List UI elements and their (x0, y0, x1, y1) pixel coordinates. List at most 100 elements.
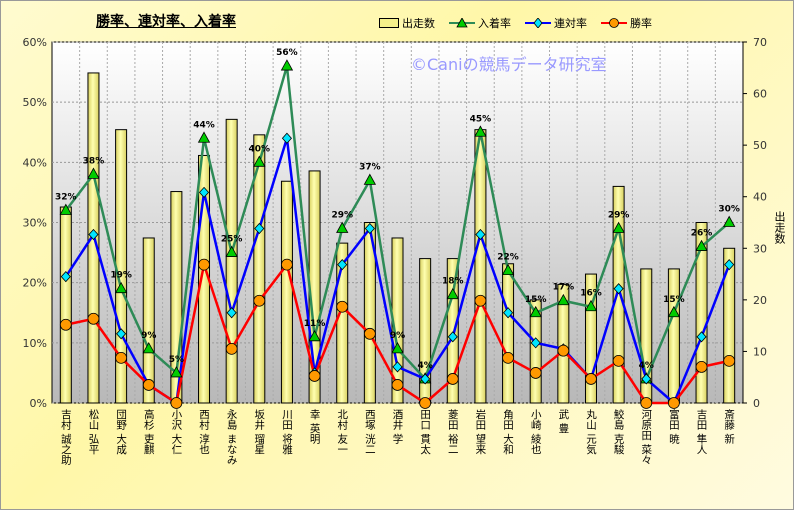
marker-win-rate (87, 312, 100, 325)
marker-win-rate (502, 351, 514, 364)
category-label: 吉村 誠之助 (59, 409, 72, 465)
bar-starts (502, 263, 515, 404)
right-tick-label: 10 (753, 345, 767, 358)
marker-quinella-rate (447, 331, 458, 343)
data-label-place-rate: 37% (359, 162, 381, 172)
watermark: ©Caniの競馬データ研究室 (411, 55, 607, 74)
data-label-place-rate: 26% (691, 229, 713, 239)
marker-win-rate (419, 397, 432, 409)
marker-place-rate (529, 305, 542, 318)
data-label-place-rate: 22% (497, 253, 519, 263)
data-label-place-rate: 18% (442, 277, 464, 287)
category-label: 田口 貫太 (419, 409, 432, 455)
bar-starts (723, 247, 736, 404)
right-tick-label: 50 (753, 139, 767, 152)
marker-place-rate (280, 59, 294, 71)
category-label: 幸 英明 (308, 409, 321, 444)
category-label: 川田 将雅 (280, 409, 293, 455)
marker-win-rate (336, 300, 349, 313)
marker-quinella-rate (337, 259, 348, 271)
marker-quinella-rate (254, 222, 265, 235)
marker-quinella-rate (198, 186, 210, 199)
legend-item-starts: 出走数 (379, 15, 435, 31)
marker-win-rate (529, 367, 542, 379)
right-axis-label: 出走数 (773, 211, 786, 244)
marker-win-rate (668, 397, 680, 409)
right-tick-label: 60 (753, 88, 767, 101)
right-tick-label: 40 (753, 191, 767, 204)
marker-win-rate (446, 373, 459, 385)
data-label-place-rate: 29% (331, 211, 353, 221)
category-label: 酒井 学 (391, 409, 404, 444)
marker-win-rate (253, 294, 266, 307)
marker-place-rate (59, 203, 72, 215)
data-label-place-rate: 44% (193, 120, 215, 130)
left-tick-label: 40% (23, 156, 47, 169)
marker-win-rate (695, 360, 708, 373)
bar-starts (529, 299, 542, 404)
category-label: 菱田 裕二 (446, 409, 459, 455)
marker-place-rate (557, 293, 570, 306)
data-label-place-rate: 45% (470, 114, 492, 124)
category-label: 吉田 隼人 (695, 409, 708, 455)
marker-place-rate (336, 221, 349, 233)
diamond-marker-icon (525, 18, 551, 28)
marker-quinella-rate (724, 259, 735, 271)
marker-quinella-rate (613, 283, 624, 295)
data-label-place-rate: 19% (110, 271, 132, 281)
marker-place-rate (197, 131, 211, 143)
data-label-place-rate: 40% (249, 144, 271, 154)
left-tick-label: 20% (23, 277, 47, 290)
data-label-place-rate: 9% (390, 331, 405, 341)
triangle-marker-icon (449, 18, 475, 28)
legend-bar-swatch (379, 18, 399, 28)
marker-place-rate (170, 366, 183, 378)
marker-place-rate (612, 221, 625, 233)
marker-place-rate (114, 281, 128, 294)
left-tick-label: 50% (23, 96, 47, 109)
category-label: 丸山 元気 (584, 409, 597, 455)
marker-quinella-rate (60, 271, 71, 283)
marker-place-rate (308, 329, 321, 342)
marker-place-rate (391, 342, 404, 354)
category-label: 岩田 望来 (474, 409, 487, 455)
bar-starts (142, 237, 155, 404)
marker-quinella-rate (503, 307, 514, 319)
right-tick-label: 30 (753, 242, 767, 255)
marker-quinella-rate (530, 337, 541, 349)
data-label-place-rate: 29% (608, 211, 630, 221)
marker-quinella-rate (420, 373, 431, 385)
category-label: 富田 暁 (667, 409, 680, 444)
marker-quinella-rate (226, 307, 237, 319)
bar-starts (225, 118, 238, 404)
marker-win-rate (59, 318, 72, 331)
left-tick-label: 10% (23, 337, 47, 350)
category-label: 小崎 綾也 (529, 409, 542, 455)
marker-win-rate (557, 344, 570, 357)
data-label-place-rate: 9% (141, 331, 156, 341)
data-label-place-rate: 15% (663, 295, 685, 305)
marker-place-rate (87, 167, 100, 179)
marker-place-rate (584, 299, 598, 312)
legend: 出走数 入着率 連対率 勝率 (379, 15, 652, 31)
marker-quinella-rate (641, 373, 652, 385)
marker-place-rate (667, 305, 681, 318)
legend-item-win-rate: 勝率 (601, 15, 652, 31)
data-label-place-rate: 32% (55, 192, 77, 202)
marker-place-rate (142, 342, 155, 354)
category-label: 団野 大成 (115, 409, 128, 455)
marker-win-rate (474, 294, 487, 307)
marker-win-rate (585, 373, 597, 385)
marker-win-rate (612, 354, 625, 367)
marker-win-rate (308, 370, 321, 382)
data-label-place-rate: 5% (169, 355, 184, 365)
category-label: 高杉 吏麒 (142, 409, 155, 455)
data-label-place-rate: 56% (276, 48, 298, 58)
category-label: 小沢 大仁 (170, 409, 183, 455)
right-tick-label: 0 (753, 397, 760, 410)
category-label: 松山 弘平 (87, 409, 100, 455)
legend-item-quinella-rate: 連対率 (525, 15, 587, 31)
category-label: 斎藤 新 (723, 409, 736, 444)
bar-starts (612, 185, 625, 404)
